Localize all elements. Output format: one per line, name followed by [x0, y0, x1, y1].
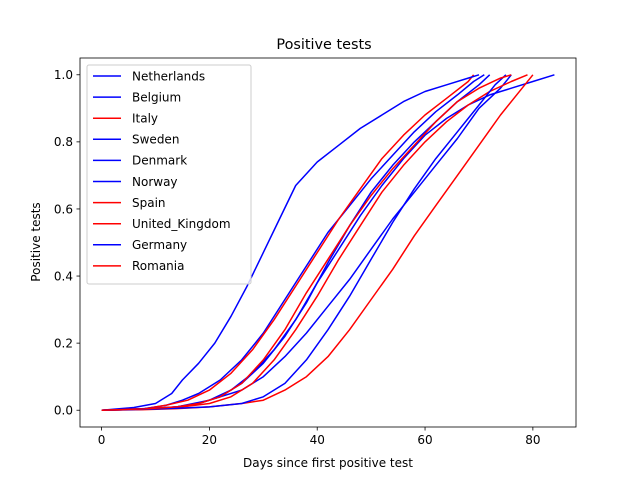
legend-label: Belgium [132, 90, 181, 104]
legend-frame [86, 64, 252, 285]
x-axis-label: Days since first positive test [243, 456, 413, 470]
legend-label: Denmark [132, 154, 187, 168]
legend-label: Italy [132, 112, 158, 126]
legend-label: Netherlands [132, 69, 205, 83]
y-tick-label: 1.0 [54, 68, 73, 82]
series-layer [101, 74, 555, 411]
x-tick-label: 80 [525, 433, 540, 447]
chart-title: Positive tests [276, 37, 371, 53]
plot-frame [79, 57, 577, 428]
x-axis: 0 20 40 60 80 [98, 427, 541, 447]
x-tick-label: 60 [417, 433, 432, 447]
series-line-italy [101, 74, 475, 411]
y-tick-label: 0.6 [54, 202, 73, 216]
y-axis: 0.0 0.2 0.4 0.6 0.8 1.0 [54, 68, 80, 418]
legend-label: Spain [132, 196, 166, 210]
legend-label: Germany [132, 238, 187, 252]
y-tick-label: 0.8 [54, 135, 73, 149]
series-line-spain [101, 74, 528, 411]
y-tick-label: 0.2 [54, 336, 73, 350]
y-axis-label: Positive tests [29, 202, 43, 281]
x-tick-label: 20 [202, 433, 217, 447]
x-tick-label: 0 [98, 433, 106, 447]
y-tick-label: 0.4 [54, 269, 73, 283]
legend-label: Norway [132, 175, 178, 189]
legend: Netherlands Belgium Italy Sweden Denmark Norw… [86, 64, 252, 285]
series-line-netherlands [101, 74, 485, 411]
series-line-romania [101, 74, 512, 411]
x-tick-label: 40 [310, 433, 325, 447]
legend-label: Romania [132, 259, 184, 273]
series-line-norway [101, 74, 480, 411]
legend-label: Sweden [132, 133, 179, 147]
legend-label: United_Kingdom [132, 217, 231, 231]
series-line-germany [101, 74, 507, 411]
y-tick-label: 0.0 [54, 404, 73, 418]
